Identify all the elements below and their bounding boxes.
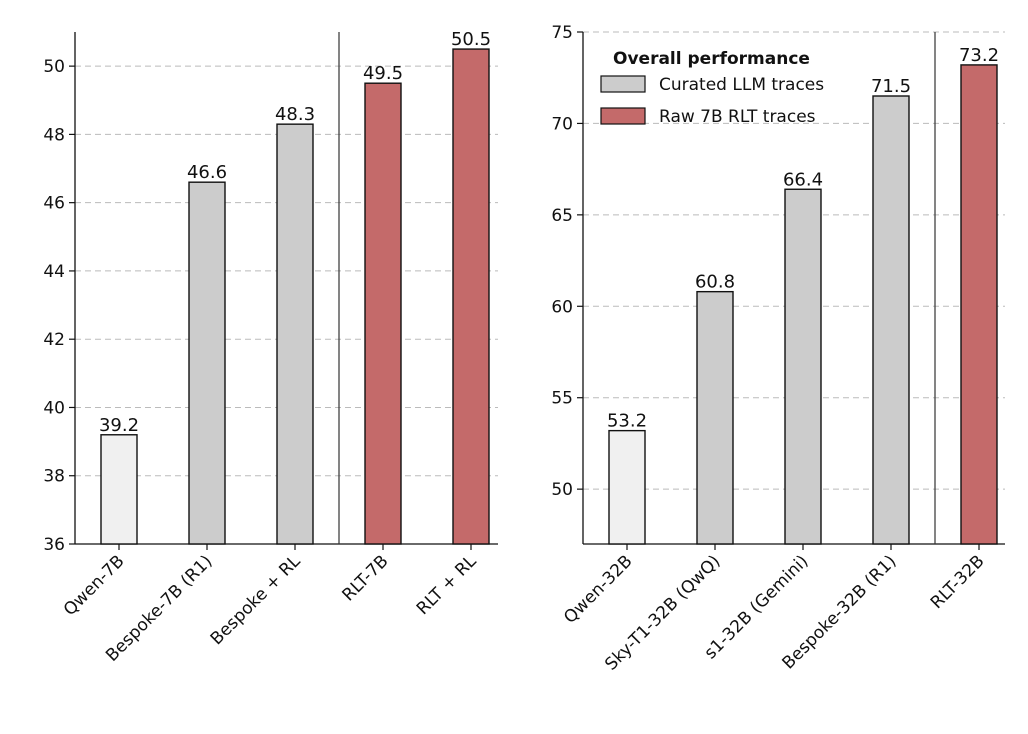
y-tick-label: 60 [551,297,573,317]
bar-sky-t1-32b-qwq [696,290,734,545]
y-tick-label: 40 [43,398,65,418]
y-tick-label: 55 [551,389,573,409]
y-tick-label: 50 [551,480,573,500]
bar-bespoke-7b-r1 [188,181,226,545]
bar-qwen-7b [100,434,138,545]
x-category-label: RLT-7B [339,551,393,605]
bar-s1-32b-gemini [784,188,822,545]
bar-bespoke-rl [276,123,314,545]
bar-rlt-32b [960,64,998,545]
bar-value-label: 39.2 [99,415,139,436]
bar-value-label: 48.3 [275,104,315,125]
y-tick-label: 75 [551,23,573,43]
x-category-label: RLT-32B [927,551,989,613]
bar-value-label: 71.5 [871,76,911,97]
legend-title: Overall performance [613,49,810,69]
y-tick-label: 70 [551,114,573,134]
bar-value-label: 50.5 [451,29,491,50]
x-category-label: Qwen-7B [60,551,129,620]
bar-qwen-32b [608,429,646,545]
legend-swatch-rlt [600,107,646,125]
x-category-label: Bespoke + RL [207,551,305,649]
bar-value-label: 73.2 [959,45,999,66]
legend-label-curated: Curated LLM traces [659,75,824,95]
y-tick-label: 36 [43,535,65,555]
x-category-label: RLT + RL [413,551,481,619]
bar-value-label: 66.4 [783,169,823,190]
bar-value-label: 49.5 [363,63,403,84]
y-tick-label: 65 [551,206,573,226]
legend-swatch-curated [600,75,646,93]
x-category-label: Qwen-32B [560,551,636,627]
bar-value-label: 46.6 [187,162,227,183]
chart-left-7b: 363840424446485039.2Qwen-7B46.6Bespoke-7… [43,29,498,666]
bar-value-label: 60.8 [695,272,735,293]
bar-bespoke-32b-r1 [872,95,910,545]
bar-rlt-7b [364,82,402,545]
y-tick-label: 48 [43,125,65,145]
y-tick-label: 42 [43,330,65,350]
y-tick-label: 44 [43,262,65,282]
legend-label-rlt: Raw 7B RLT traces [659,107,816,127]
bar-rlt-rl [452,48,490,545]
y-tick-label: 50 [43,57,65,77]
bar-value-label: 53.2 [607,411,647,432]
y-tick-label: 46 [43,194,65,214]
y-tick-label: 38 [43,467,65,487]
